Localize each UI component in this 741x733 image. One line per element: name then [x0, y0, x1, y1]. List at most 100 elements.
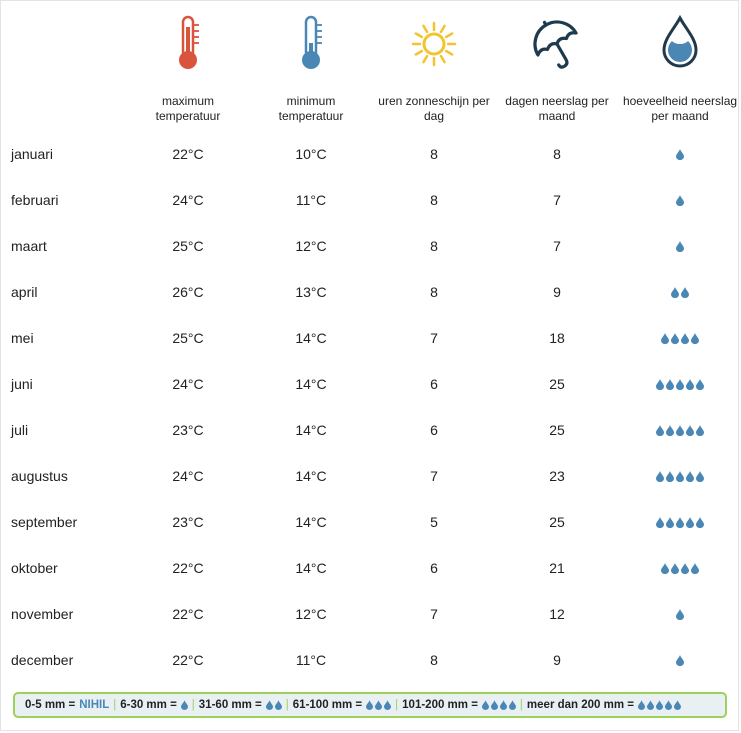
sun-hours-value: 6: [430, 376, 438, 392]
month-name: augustus: [11, 468, 68, 484]
rain-days-value: 23: [549, 468, 565, 484]
water-drop-icon: [661, 332, 669, 344]
sun-icon: [411, 21, 457, 67]
legend-range: 101-200 mm =: [402, 699, 478, 711]
max-temp-value: 22°C: [172, 652, 204, 668]
water-drop-icon: [665, 700, 672, 710]
rain-amount-drops: [630, 591, 730, 637]
sun-ray: [444, 32, 454, 39]
min-temp-value: 14°C: [295, 468, 327, 484]
sun-hours-value: 8: [430, 284, 438, 300]
water-drop-icon: [686, 424, 694, 436]
umbrella-icon: [533, 20, 578, 69]
legend-separator: |: [191, 699, 195, 711]
table-row: maart 25°C 12°C 8 7: [1, 223, 740, 269]
rain-amount-drops: [630, 545, 730, 591]
header-min-temp: minimum temperatuur: [278, 94, 344, 123]
water-drop-icon: [384, 700, 392, 710]
month-name: oktober: [11, 560, 58, 576]
month-name: januari: [11, 146, 54, 162]
header-max-temp: maximum temperatuur: [155, 94, 221, 123]
sun-hours-value: 7: [430, 330, 438, 346]
max-temp-value: 26°C: [172, 284, 204, 300]
sun-hours-value: 6: [430, 560, 438, 576]
rain-amount-drops: [630, 361, 730, 407]
max-temp-value: 24°C: [172, 192, 204, 208]
min-temp-value: 13°C: [295, 284, 327, 300]
rain-days-value: 25: [549, 514, 565, 530]
min-temp-value: 12°C: [295, 606, 327, 622]
water-drop-icon: [691, 562, 699, 574]
legend-drops: [180, 700, 188, 710]
water-drop-icon: [656, 700, 663, 710]
water-drop-icon: [656, 516, 664, 528]
water-drop-icon: [674, 700, 681, 710]
month-name: mei: [11, 330, 34, 346]
rain-amount-drops: [630, 131, 730, 177]
water-drop-icon: [681, 286, 689, 298]
table-row: december 22°C 11°C 8 9: [1, 637, 740, 683]
water-drop-icon: [638, 700, 645, 710]
legend-drops: [638, 700, 681, 710]
rain-days-value: 8: [553, 146, 561, 162]
legend-range: 6-30 mm =: [120, 699, 177, 711]
water-drop-icon: [676, 654, 684, 666]
water-drop-icon: [691, 332, 699, 344]
month-name: april: [11, 284, 38, 300]
water-drop-icon: [265, 700, 273, 710]
water-drop-icon: [696, 470, 704, 482]
min-temp-value: 14°C: [295, 376, 327, 392]
legend-range: meer dan 200 mm =: [526, 699, 634, 711]
water-drop-icon: [681, 562, 689, 574]
water-drop-icon: [490, 700, 498, 710]
sun-hours-value: 8: [430, 652, 438, 668]
header-rain-amount: hoeveelheid neerslag per maand: [622, 94, 738, 123]
water-drop-icon: [366, 700, 374, 710]
rain-days-value: 7: [553, 238, 561, 254]
table-row: september 23°C 14°C 5 25: [1, 499, 740, 545]
legend-drops: [481, 700, 516, 710]
water-drop-icon: [676, 148, 684, 160]
thermometer-high-icon: [179, 15, 199, 69]
table-row: mei 25°C 14°C 7 18: [1, 315, 740, 361]
legend-item: 0-5 mm = NIHIL: [25, 699, 109, 711]
sun-ray: [444, 49, 454, 56]
thermometer-low-icon: [302, 15, 322, 69]
rain-days-value: 9: [553, 652, 561, 668]
legend-item: 61-100 mm =: [293, 699, 392, 711]
legend-drops: [366, 700, 392, 710]
header-rain-days: dagen neerslag per maand: [505, 94, 609, 123]
max-temp-value: 25°C: [172, 238, 204, 254]
sun-hours-value: 7: [430, 468, 438, 484]
legend-range: 31-60 mm =: [198, 699, 262, 711]
water-drop-icon: [676, 516, 684, 528]
water-drop-icon: [676, 378, 684, 390]
water-drop-icon: [696, 424, 704, 436]
legend-item: 6-30 mm =: [120, 699, 188, 711]
month-name: februari: [11, 192, 59, 208]
min-temp-value: 11°C: [295, 652, 327, 668]
max-temp-value: 24°C: [172, 376, 204, 392]
rain-days-value: 25: [549, 376, 565, 392]
water-drop-icon: [681, 332, 689, 344]
max-temp-value: 22°C: [172, 606, 204, 622]
water-drop-icon: [671, 562, 679, 574]
table-row: augustus 24°C 14°C 7 23: [1, 453, 740, 499]
water-drop-icon: [656, 470, 664, 482]
legend-label: NIHIL: [79, 699, 110, 711]
water-drop-icon: [656, 378, 664, 390]
water-drop-icon: [666, 378, 674, 390]
rain-amount-drops: [630, 269, 730, 315]
water-drop-icon: [662, 15, 698, 68]
legend-item: meer dan 200 mm =: [527, 699, 681, 711]
sun-hours-value: 5: [430, 514, 438, 530]
sun-hours-value: 8: [430, 146, 438, 162]
legend-item: 101-200 mm =: [402, 699, 516, 711]
table-row: januari 22°C 10°C 8 8: [1, 131, 740, 177]
max-temp-value: 24°C: [172, 468, 204, 484]
max-temp-value: 22°C: [172, 146, 204, 162]
legend-separator: |: [285, 699, 289, 711]
water-drop-icon: [671, 286, 679, 298]
month-name: juni: [11, 376, 33, 392]
legend-separator: |: [519, 699, 523, 711]
